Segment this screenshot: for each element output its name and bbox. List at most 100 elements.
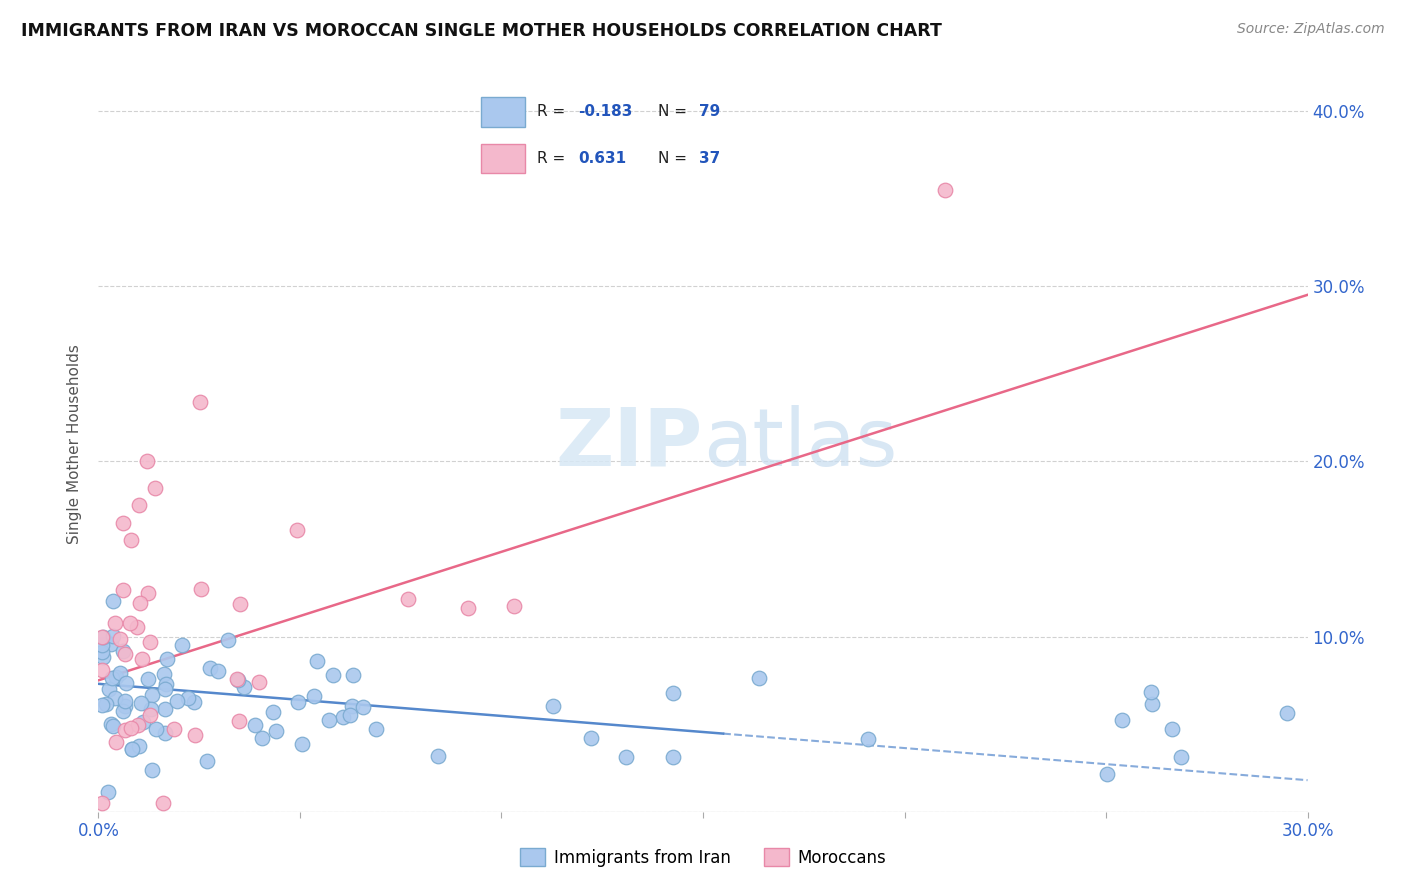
Point <box>101 671 124 685</box>
Point <box>91 698 114 712</box>
Point <box>1111 713 1133 727</box>
Point <box>1140 697 1163 711</box>
Point <box>127 620 149 634</box>
Point <box>457 600 479 615</box>
Point <box>322 667 344 681</box>
Text: Source: ZipAtlas.com: Source: ZipAtlas.com <box>1237 22 1385 37</box>
Point <box>131 715 153 730</box>
Point <box>114 675 136 690</box>
Point <box>108 632 131 647</box>
Point <box>111 583 134 598</box>
Bar <box>481 96 524 127</box>
Point <box>136 586 159 600</box>
Point <box>104 670 127 684</box>
Point <box>207 664 229 678</box>
Point <box>100 637 122 651</box>
Point <box>748 672 770 686</box>
Point <box>141 764 163 778</box>
Text: R =: R = <box>537 104 565 120</box>
Point <box>1170 749 1192 764</box>
Point <box>352 699 374 714</box>
Point <box>91 645 114 659</box>
Point <box>318 714 340 728</box>
Point <box>247 674 270 689</box>
Point <box>162 722 184 736</box>
Point <box>1161 723 1184 737</box>
Point <box>228 714 250 729</box>
Point <box>305 654 328 668</box>
Point <box>141 688 163 702</box>
Point <box>662 750 685 764</box>
Point <box>427 748 450 763</box>
Point <box>114 699 136 714</box>
Point <box>114 694 136 708</box>
Point <box>614 750 637 764</box>
Point <box>285 523 308 537</box>
Point <box>108 666 131 681</box>
Point <box>101 594 124 608</box>
Point <box>342 668 364 682</box>
Point <box>114 723 136 737</box>
Point <box>143 481 166 495</box>
Point <box>135 454 157 468</box>
Point <box>111 516 134 530</box>
Text: 37: 37 <box>699 151 720 166</box>
Point <box>339 708 361 723</box>
Point <box>91 638 114 652</box>
Point <box>152 796 174 810</box>
Point <box>145 722 167 736</box>
Text: N =: N = <box>658 104 686 120</box>
Point <box>170 639 193 653</box>
Point <box>155 676 177 690</box>
Text: atlas: atlas <box>703 405 897 483</box>
Point <box>264 723 287 738</box>
Point <box>190 582 212 596</box>
Point <box>153 726 176 740</box>
Point <box>156 651 179 665</box>
Point <box>103 616 125 631</box>
Point <box>98 681 121 696</box>
Point <box>91 650 114 665</box>
Point <box>121 742 143 756</box>
Point <box>91 630 114 644</box>
Point <box>127 718 149 732</box>
Point <box>136 672 159 686</box>
Point <box>243 717 266 731</box>
Point <box>183 695 205 709</box>
Point <box>340 699 363 714</box>
Point <box>291 737 314 751</box>
Text: N =: N = <box>658 151 686 166</box>
Point <box>287 695 309 709</box>
Point <box>101 718 124 732</box>
Point <box>112 643 135 657</box>
Point <box>120 533 142 548</box>
Y-axis label: Single Mother Households: Single Mother Households <box>67 343 83 544</box>
Point <box>128 596 150 610</box>
Point <box>332 710 354 724</box>
Point <box>112 704 135 718</box>
Point <box>128 739 150 754</box>
Point <box>195 754 218 768</box>
Point <box>662 686 685 700</box>
Point <box>94 697 117 711</box>
Point <box>217 632 239 647</box>
Point <box>579 731 602 745</box>
Point <box>114 647 136 661</box>
Point <box>543 698 565 713</box>
Point <box>104 735 127 749</box>
Point <box>152 667 174 681</box>
Text: 79: 79 <box>699 104 720 120</box>
Text: IMMIGRANTS FROM IRAN VS MOROCCAN SINGLE MOTHER HOUSEHOLDS CORRELATION CHART: IMMIGRANTS FROM IRAN VS MOROCCAN SINGLE … <box>21 22 942 40</box>
Point <box>233 680 256 694</box>
Point <box>364 723 387 737</box>
Point <box>934 183 956 197</box>
Point <box>153 682 176 697</box>
Point <box>856 731 879 746</box>
Point <box>177 690 200 705</box>
Point <box>91 663 114 677</box>
Point <box>139 702 162 716</box>
Point <box>121 742 143 756</box>
Legend: Immigrants from Iran, Moroccans: Immigrants from Iran, Moroccans <box>513 842 893 873</box>
Point <box>229 597 252 611</box>
Point <box>97 785 120 799</box>
